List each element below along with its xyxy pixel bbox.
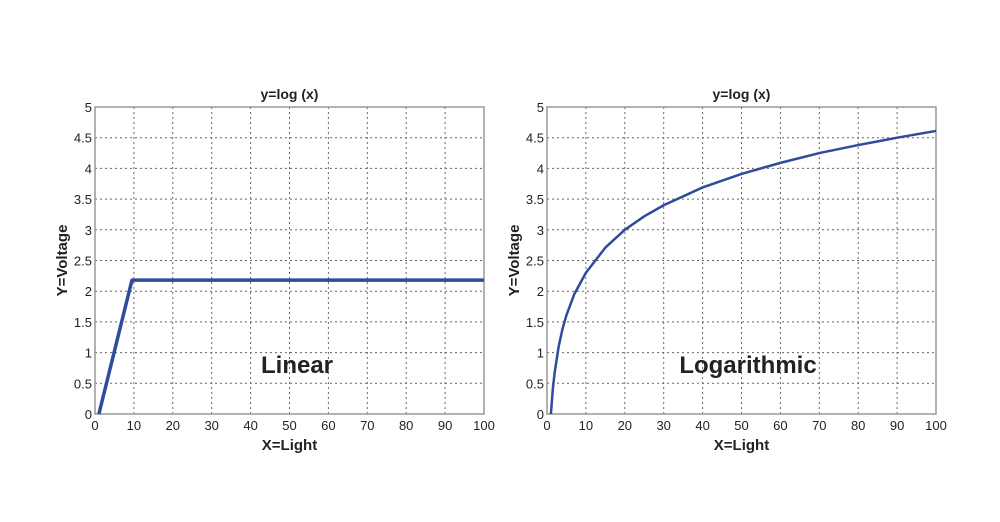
x-axis-label: X=Light	[714, 437, 769, 454]
chart-title: y=log (x)	[261, 86, 319, 102]
y-tick-label: 2	[85, 284, 92, 299]
y-tick-label: 2.5	[74, 254, 92, 269]
x-tick-label: 20	[618, 418, 632, 433]
x-tick-label: 50	[282, 418, 296, 433]
x-tick-label: 70	[812, 418, 826, 433]
y-tick-label: 3.5	[526, 192, 544, 207]
x-tick-label: 90	[890, 418, 904, 433]
x-tick-label: 50	[734, 418, 748, 433]
chart-title: y=log (x)	[713, 86, 771, 102]
y-tick-label: 3	[85, 223, 92, 238]
x-tick-label: 20	[166, 418, 180, 433]
x-tick-label: 30	[656, 418, 670, 433]
x-tick-label: 40	[243, 418, 257, 433]
y-tick-label: 2	[537, 284, 544, 299]
plot-frame	[546, 106, 937, 415]
chart-panel-logarithmic: 0 10 20 30 40 50 60 70 80 90 100 0 0.5 1 1.5 2 2.5 3 3.5 4 4…	[506, 86, 947, 454]
x-tick-label: 60	[773, 418, 787, 433]
x-tick-label: 80	[399, 418, 413, 433]
x-axis-label: X=Light	[262, 437, 317, 454]
y-tick-label: 2.5	[526, 254, 544, 269]
y-tick-label: 0	[537, 407, 544, 422]
x-tick-label: 40	[695, 418, 709, 433]
y-axis-label: Y=Voltage	[506, 225, 523, 297]
plot-frame	[94, 106, 485, 415]
x-tick-label: 10	[127, 418, 141, 433]
x-tick-label: 60	[321, 418, 335, 433]
y-tick-label: 3	[537, 223, 544, 238]
chart-annotation: Linear	[261, 352, 333, 379]
x-tick-label: 90	[438, 418, 452, 433]
y-tick-label: 3.5	[74, 192, 92, 207]
series-line	[549, 129, 937, 415]
x-tick-label: 100	[473, 418, 495, 433]
y-tick-label: 1.5	[526, 315, 544, 330]
x-tick-label: 10	[579, 418, 593, 433]
y-tick-label: 0.5	[74, 376, 92, 391]
chart-panel-linear: 0 10 20 30 40 50 60 70 80 90 100 0 0.5 1 1.5 2 2.5 3 3.5 4 4…	[54, 86, 495, 454]
y-tick-label: 5	[537, 100, 544, 115]
x-tick-label: 80	[851, 418, 865, 433]
y-tick-label: 4.5	[526, 131, 544, 146]
y-tick-label: 1	[85, 346, 92, 361]
chart-annotation: Logarithmic	[679, 352, 816, 379]
y-tick-label: 4	[537, 161, 544, 176]
y-tick-label: 0	[85, 407, 92, 422]
y-axis-label: Y=Voltage	[54, 225, 71, 297]
y-tick-label: 1.5	[74, 315, 92, 330]
x-tick-label: 0	[543, 418, 550, 433]
x-tick-label: 100	[925, 418, 947, 433]
y-tick-label: 4.5	[74, 131, 92, 146]
y-tick-label: 4	[85, 161, 92, 176]
x-tick-label: 0	[91, 418, 98, 433]
y-tick-label: 0.5	[526, 376, 544, 391]
series-line	[97, 278, 484, 415]
x-tick-label: 30	[204, 418, 218, 433]
x-tick-label: 70	[360, 418, 374, 433]
y-tick-label: 1	[537, 346, 544, 361]
y-tick-label: 5	[85, 100, 92, 115]
